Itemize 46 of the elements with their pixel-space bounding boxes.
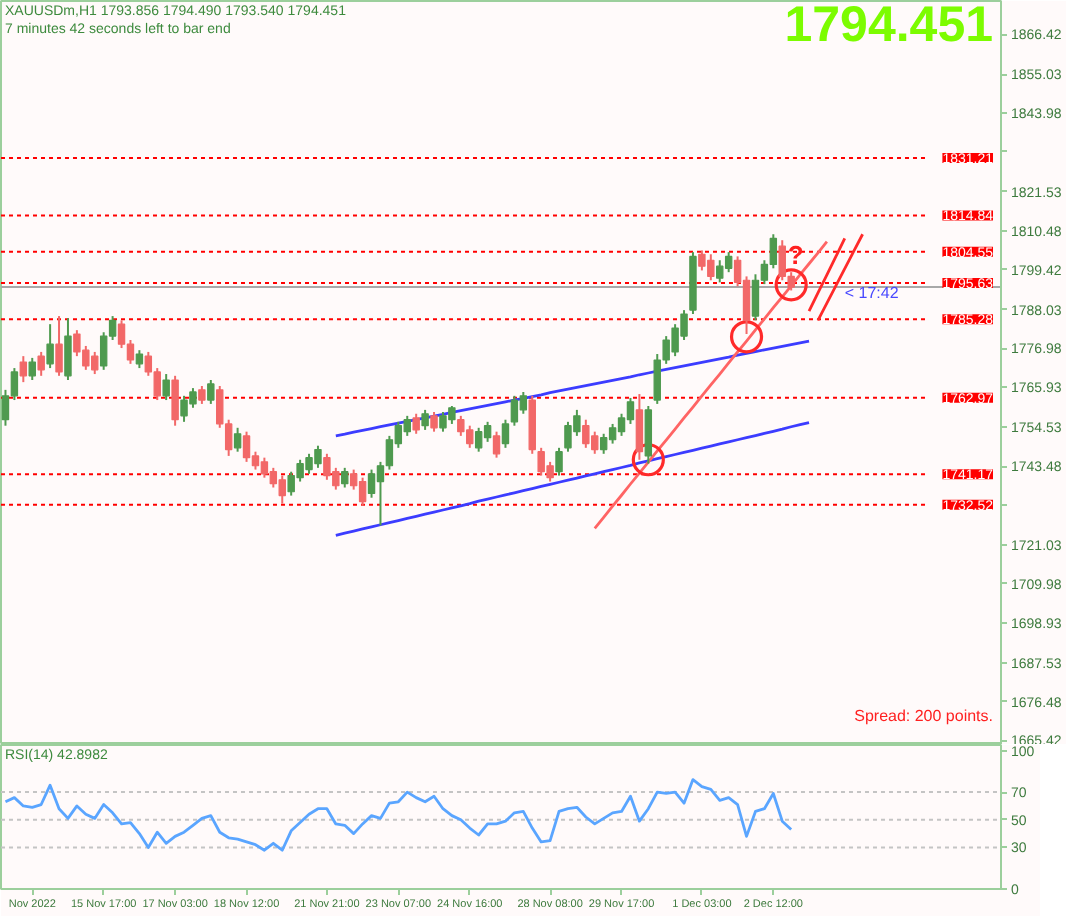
candlestick xyxy=(46,323,54,370)
candlestick xyxy=(55,315,63,377)
candlestick xyxy=(242,430,251,463)
candlestick xyxy=(278,474,286,505)
candlestick xyxy=(37,350,45,377)
annotation: ? xyxy=(787,240,804,271)
candlestick xyxy=(28,356,36,382)
candlestick xyxy=(421,408,429,431)
annotation: < 17:42 xyxy=(844,284,900,303)
point xyxy=(774,268,808,302)
candlestick xyxy=(367,468,376,499)
candlestick xyxy=(19,355,28,384)
candlestick xyxy=(644,405,653,465)
candlestick xyxy=(555,446,563,477)
candlestick xyxy=(510,394,519,427)
candlestick xyxy=(233,426,242,453)
candlestick xyxy=(162,373,170,402)
annotation: 1794.451 xyxy=(784,0,994,53)
line-series xyxy=(593,240,829,530)
candlestick xyxy=(171,374,179,427)
candlestick xyxy=(412,412,420,435)
candlestick xyxy=(260,456,269,479)
line-series xyxy=(4,778,793,852)
line-series xyxy=(334,421,811,537)
annotation: Spread: 200 points. xyxy=(854,707,994,725)
candlestick xyxy=(501,418,510,449)
candlestick xyxy=(492,430,501,459)
candlestick xyxy=(599,432,608,455)
candlestick xyxy=(64,317,72,382)
candlestick xyxy=(269,466,278,489)
candlestick xyxy=(716,259,724,284)
point xyxy=(729,320,764,354)
candlestick xyxy=(207,379,215,405)
candlestick xyxy=(608,422,617,445)
line-series xyxy=(807,237,847,313)
candlestick xyxy=(635,393,644,461)
candlestick xyxy=(341,466,349,489)
candlestick xyxy=(358,476,367,507)
candlestick xyxy=(403,414,411,437)
candlestick xyxy=(483,420,492,443)
candlestick xyxy=(626,396,635,425)
candlestick xyxy=(724,251,733,274)
candlestick xyxy=(430,410,438,433)
candlestick xyxy=(519,390,528,415)
point xyxy=(631,443,665,477)
candlestick xyxy=(474,426,483,453)
